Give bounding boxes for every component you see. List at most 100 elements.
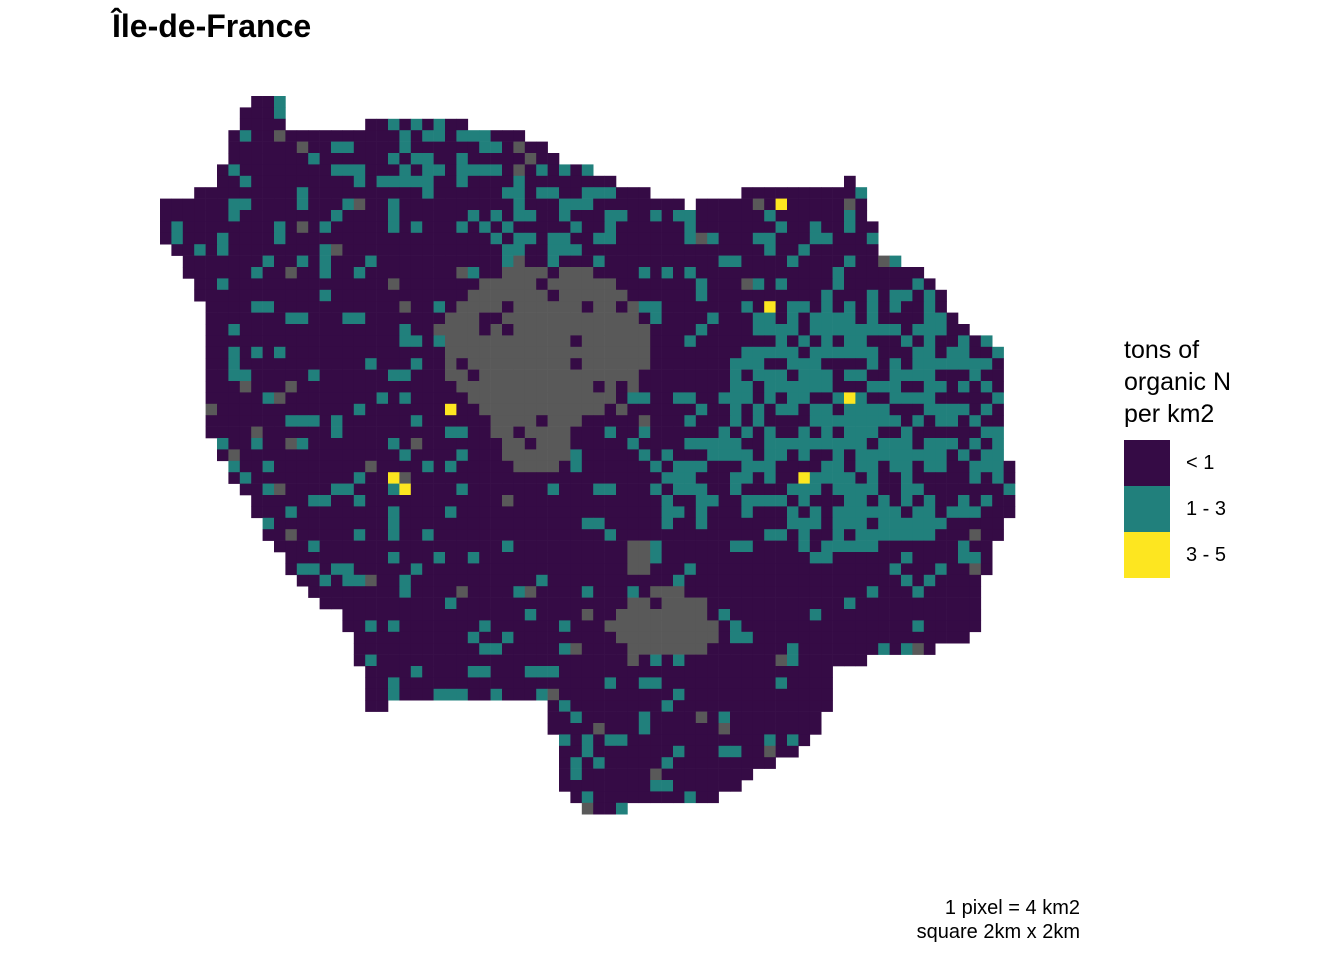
map-cell xyxy=(581,381,594,393)
map-cell xyxy=(467,175,480,188)
map-cell xyxy=(547,483,560,496)
map-cell xyxy=(422,278,434,291)
map-cell xyxy=(536,586,548,598)
map-cell xyxy=(980,529,993,541)
map-cell xyxy=(593,791,605,804)
map-cell xyxy=(661,312,674,325)
map-cell xyxy=(581,688,594,701)
map-cell xyxy=(365,369,377,382)
map-cell xyxy=(855,643,868,655)
map-cell xyxy=(673,392,685,405)
map-cell xyxy=(673,597,685,610)
map-cell xyxy=(502,552,514,564)
map-cell xyxy=(388,221,400,234)
map-cell xyxy=(661,586,674,598)
map-cell xyxy=(559,745,571,758)
map-cell xyxy=(935,358,947,370)
map-cell xyxy=(901,472,913,484)
map-cell xyxy=(901,586,913,598)
map-cell xyxy=(353,540,366,553)
map-cell xyxy=(809,312,822,325)
map-cell xyxy=(410,666,423,678)
map-cell xyxy=(821,403,833,416)
map-cell xyxy=(958,483,970,496)
map-cell xyxy=(581,529,594,541)
map-cell xyxy=(969,415,982,427)
map-cell xyxy=(467,643,480,655)
map-cell xyxy=(832,346,845,359)
map-cell xyxy=(570,552,583,564)
map-cell xyxy=(684,210,697,222)
map-cell xyxy=(923,597,936,610)
map-cell xyxy=(456,153,469,165)
map-cell xyxy=(661,403,674,416)
map-cell xyxy=(775,232,788,245)
map-cell xyxy=(445,153,457,165)
map-cell xyxy=(741,586,754,598)
map-cell xyxy=(844,609,856,621)
map-cell xyxy=(285,517,298,530)
map-cell xyxy=(604,757,617,769)
map-cell xyxy=(239,426,252,439)
map-cell xyxy=(798,221,811,234)
map-cell xyxy=(866,472,879,484)
map-cell xyxy=(353,221,366,234)
map-cell xyxy=(684,346,697,359)
map-cell xyxy=(730,426,742,439)
map-cell xyxy=(787,688,799,701)
map-cell xyxy=(388,449,400,462)
map-cell xyxy=(604,517,617,530)
map-cell xyxy=(296,369,309,382)
map-cell xyxy=(524,517,537,530)
map-cell xyxy=(650,574,662,587)
map-cell xyxy=(262,403,275,416)
map-cell xyxy=(821,677,833,690)
map-cell xyxy=(353,278,366,291)
map-cell xyxy=(433,267,446,279)
map-cell xyxy=(376,255,389,268)
map-cell xyxy=(969,574,982,587)
map-cell xyxy=(787,278,799,291)
map-cell xyxy=(251,221,263,234)
map-cell xyxy=(502,472,514,484)
map-cell xyxy=(707,631,719,644)
map-cell xyxy=(923,495,936,507)
map-cell xyxy=(502,643,514,655)
map-cell xyxy=(365,688,377,701)
map-cell xyxy=(1003,506,1016,519)
map-cell xyxy=(502,517,514,530)
map-cell xyxy=(661,757,674,769)
map-cell xyxy=(570,289,583,302)
map-cell xyxy=(695,574,708,587)
map-cell xyxy=(593,460,605,473)
map-cell xyxy=(194,278,206,291)
map-cell xyxy=(730,780,742,792)
map-cell xyxy=(467,438,480,450)
map-cell xyxy=(513,631,526,644)
map-cell xyxy=(502,358,514,370)
map-cell xyxy=(844,346,856,359)
map-cell xyxy=(274,324,286,336)
map-cell xyxy=(707,552,719,564)
map-cell xyxy=(433,666,446,678)
map-cell xyxy=(285,175,298,188)
map-cell xyxy=(992,415,1004,427)
map-cell xyxy=(707,654,719,667)
map-cell xyxy=(775,403,788,416)
map-cell xyxy=(513,517,526,530)
map-cell xyxy=(638,438,651,450)
map-cell xyxy=(285,141,298,154)
map-cell xyxy=(958,449,970,462)
map-cell xyxy=(502,597,514,610)
map-cell xyxy=(559,529,571,541)
map-cell xyxy=(787,381,799,393)
map-cell xyxy=(889,267,902,279)
map-cell xyxy=(741,472,754,484)
map-cell xyxy=(730,631,742,644)
map-cell xyxy=(901,460,913,473)
map-cell xyxy=(707,198,719,211)
map-cell xyxy=(752,403,765,416)
map-cell xyxy=(821,221,833,234)
map-cell xyxy=(490,232,503,245)
map-cell xyxy=(570,711,583,724)
